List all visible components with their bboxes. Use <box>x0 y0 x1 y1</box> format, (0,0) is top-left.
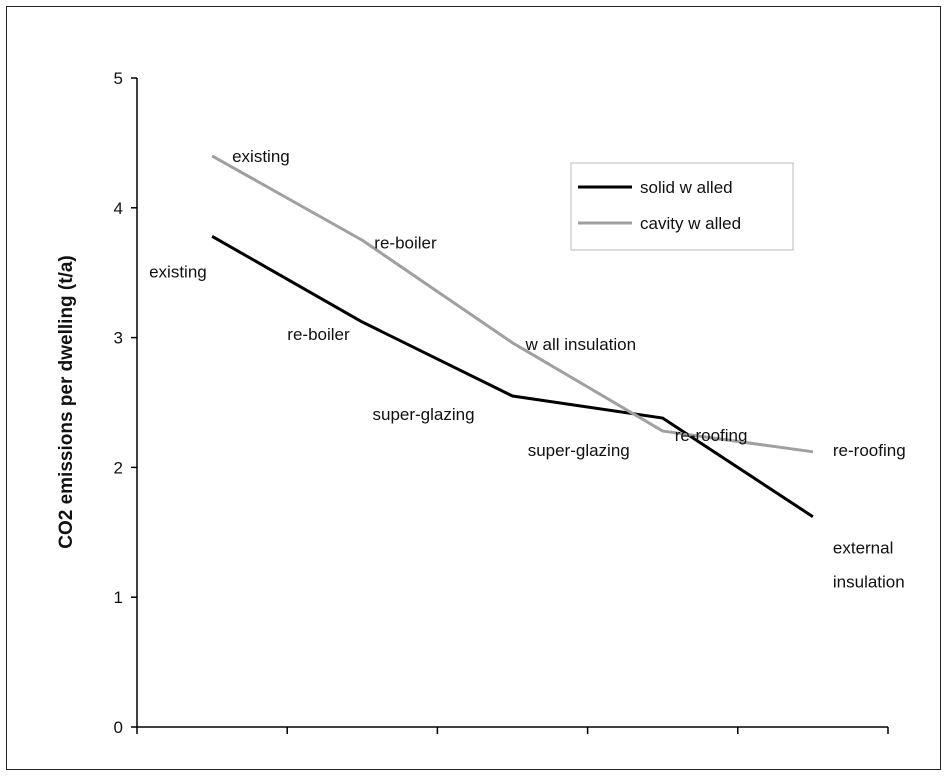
point-label: super-glazing <box>528 441 630 460</box>
point-label: existing <box>149 262 207 281</box>
y-tick-label: 5 <box>114 69 123 88</box>
point-label: w all insulation <box>525 335 637 354</box>
y-tick-label: 4 <box>114 199 123 218</box>
y-axis-title: CO2 emissions per dwelling (t/a) <box>56 255 77 549</box>
annotations: existing re-boiler super-glazing re-roofing… <box>149 147 906 592</box>
y-tick-label: 2 <box>114 458 123 477</box>
point-label: super-glazing <box>373 405 475 424</box>
y-tick-label: 0 <box>114 718 123 737</box>
point-label: re-boiler <box>287 325 350 344</box>
point-label: re-roofing <box>833 441 906 460</box>
series-layer <box>211 154 814 518</box>
legend-label: solid w alled <box>640 178 733 197</box>
point-label: re-boiler <box>374 233 437 252</box>
axes: 0 1 2 3 4 5 <box>114 69 889 737</box>
legend-box <box>570 162 794 251</box>
legend: solid w alled cavity w alled <box>570 162 794 251</box>
point-label: existing <box>232 147 290 166</box>
point-label: external insulation <box>833 539 905 592</box>
chart-frame <box>6 6 941 770</box>
y-tick-label: 3 <box>114 329 123 348</box>
series-line-cavity-walled <box>211 154 814 454</box>
legend-label: cavity w alled <box>640 214 741 233</box>
y-tick-label: 1 <box>114 588 123 607</box>
series-line-solid-walled <box>211 235 814 518</box>
point-label: re-roofing <box>675 426 748 445</box>
